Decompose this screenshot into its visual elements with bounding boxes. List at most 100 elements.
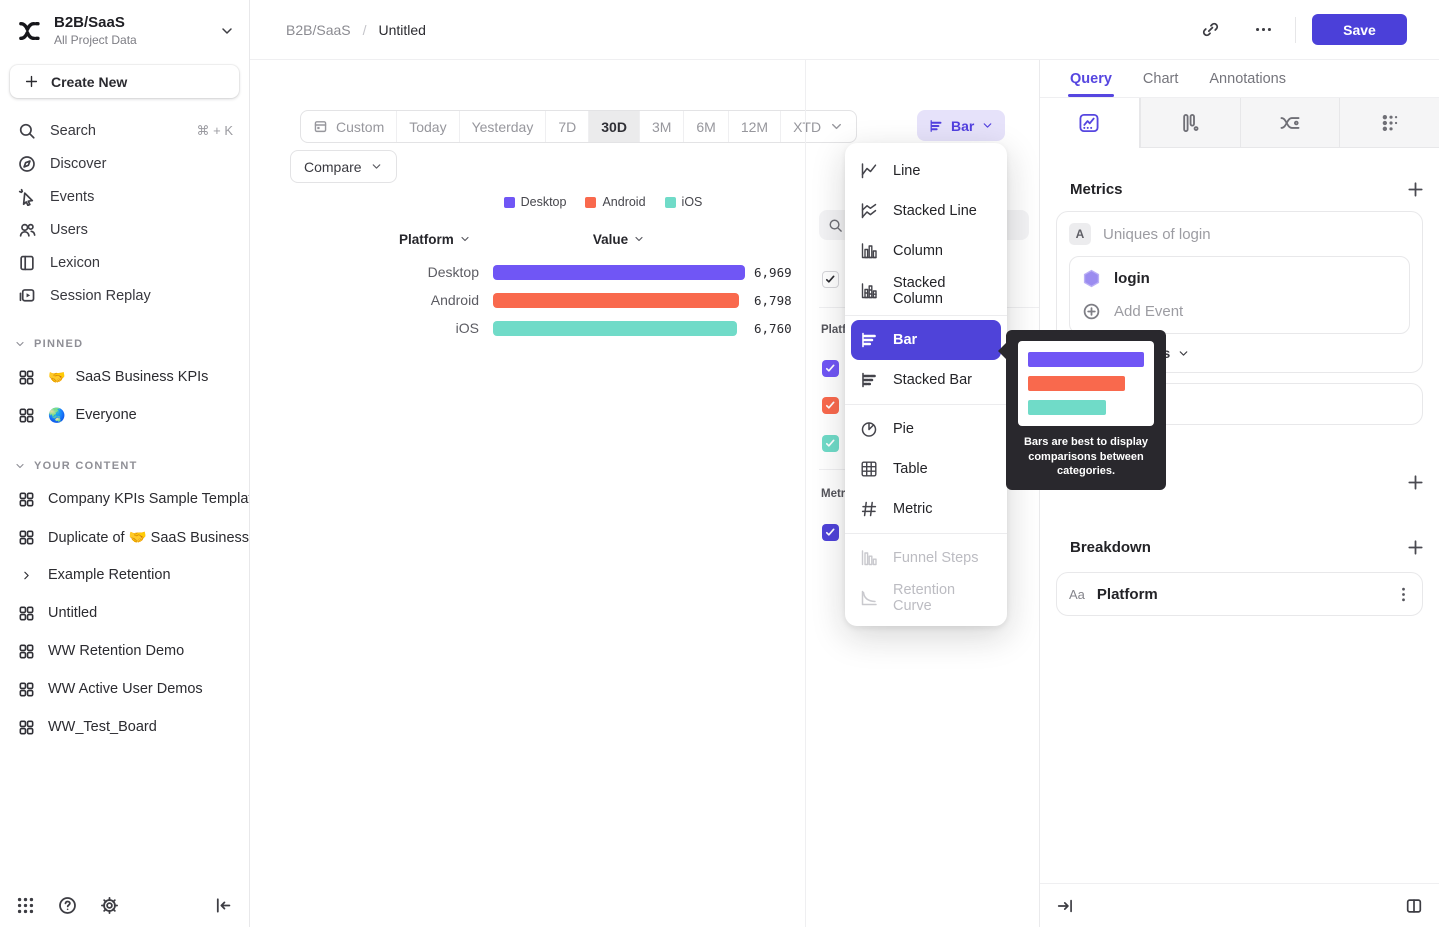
board-item-ww-retention-demo[interactable]: WW Retention Demo (0, 632, 249, 670)
pinned-section-header[interactable]: PINNED (0, 338, 249, 350)
tab-annotations[interactable]: Annotations (1209, 70, 1286, 87)
layout-columns-icon[interactable] (1405, 897, 1423, 915)
menu-item-bar[interactable]: Bar (851, 320, 1001, 360)
series-checkbox-android[interactable] (822, 397, 839, 414)
users-icon (18, 221, 36, 239)
board-item-ww-test-board[interactable]: WW_Test_Board (0, 708, 249, 746)
menu-item-line[interactable]: Line (845, 151, 1007, 191)
range-label: Custom (336, 118, 385, 135)
menu-item-pie[interactable]: Pie (845, 409, 1007, 449)
m-stacked-bar-icon (859, 370, 879, 390)
chevron-down-icon (219, 23, 235, 39)
sidebar-item-users[interactable]: Users (0, 213, 249, 246)
metric-checkbox[interactable] (822, 524, 839, 541)
add-filter-icon[interactable] (1406, 473, 1425, 492)
value-column-header[interactable]: Value (493, 232, 745, 247)
m-line-icon (859, 161, 879, 181)
series-checkbox-ios[interactable] (822, 435, 839, 452)
board-item-duplicate-of-saas-business[interactable]: Duplicate of 🤝 SaaS Business (0, 518, 249, 556)
range-30d[interactable]: 30D (588, 111, 639, 142)
tab-chart[interactable]: Chart (1142, 70, 1179, 87)
range-7d[interactable]: 7D (545, 111, 588, 142)
sidebar-item-events[interactable]: Events (0, 180, 249, 213)
breakdown-card[interactable]: Aa Platform (1056, 572, 1423, 616)
event-row-login[interactable]: login (1070, 262, 1409, 295)
bar[interactable] (493, 264, 745, 280)
breakdown-header-label: Breakdown (1070, 539, 1151, 556)
copy-link-icon[interactable] (1201, 20, 1220, 39)
sort-chevron-icon (633, 233, 645, 245)
board-icon (18, 407, 35, 424)
range-3m[interactable]: 3M (638, 111, 683, 142)
range-label: 3M (651, 118, 672, 135)
kebab-menu-icon[interactable] (1395, 586, 1412, 603)
board-item-ww-active-user-demos[interactable]: WW Active User Demos (0, 670, 249, 708)
category-label: iOS (455, 320, 479, 336)
breadcrumb-project[interactable]: B2B/SaaS (286, 21, 351, 38)
m-stacked-line-icon (859, 201, 879, 221)
range-12m[interactable]: 12M (727, 111, 780, 142)
tab-retention[interactable] (1339, 98, 1439, 148)
menu-item-column[interactable]: Column (845, 231, 1007, 271)
sidebar-item-discover[interactable]: Discover (0, 147, 249, 180)
add-metric-icon[interactable] (1406, 180, 1425, 199)
menu-item-stacked-bar[interactable]: Stacked Bar (845, 360, 1007, 400)
legend-item-desktop[interactable]: Desktop (503, 195, 566, 209)
collapse-sidebar-icon[interactable] (214, 896, 233, 915)
add-event-row[interactable]: Add Event (1070, 295, 1409, 328)
more-options-icon[interactable] (1254, 20, 1273, 39)
select-all-checkbox[interactable] (822, 271, 839, 288)
series-checkbox-desktop[interactable] (822, 360, 839, 377)
topbar-divider (1295, 16, 1296, 43)
range-6m[interactable]: 6M (683, 111, 727, 142)
project-switcher[interactable]: B2B/SaaS All Project Data (0, 0, 249, 57)
board-item-label: Everyone (75, 407, 137, 423)
chart-type-button[interactable]: Bar (917, 110, 1006, 141)
tab-query[interactable]: Query (1068, 60, 1114, 97)
metric-letter-badge: A (1069, 223, 1091, 245)
sidebar-item-lexicon[interactable]: Lexicon (0, 246, 249, 279)
bar[interactable] (493, 320, 737, 336)
range-today[interactable]: Today (396, 111, 458, 142)
tab-insights[interactable] (1040, 98, 1140, 148)
sidebar-item-session-replay[interactable]: Session Replay (0, 279, 249, 312)
tab-funnels[interactable] (1139, 98, 1240, 148)
apps-grid-icon[interactable] (16, 896, 35, 915)
gear-icon[interactable] (100, 896, 119, 915)
range-xtd[interactable]: XTD (780, 111, 856, 142)
board-item-company-kpis-sample-templat[interactable]: Company KPIs Sample Templat (0, 480, 249, 518)
menu-item-label: Table (893, 461, 928, 477)
category-label: Android (430, 292, 479, 308)
menu-item-stacked-column[interactable]: Stacked Column (845, 271, 1007, 311)
board-item-untitled[interactable]: Untitled (0, 594, 249, 632)
legend-item-ios[interactable]: iOS (664, 195, 702, 209)
board-item-everyone[interactable]: 🌏 Everyone (0, 396, 249, 434)
platform-column-header[interactable]: Platform (393, 232, 493, 247)
save-button[interactable]: Save (1312, 14, 1407, 45)
range-custom[interactable]: Custom (301, 111, 396, 142)
range-yesterday[interactable]: Yesterday (458, 111, 546, 142)
compare-button[interactable]: Compare (290, 150, 397, 183)
sidebar-item-label: Session Replay (50, 287, 151, 304)
board-item-saas-business-kpis[interactable]: 🤝 SaaS Business KPIs (0, 358, 249, 396)
category-label: Desktop (427, 264, 479, 280)
create-new-button[interactable]: Create New (10, 65, 239, 98)
discover-icon (18, 155, 36, 173)
check-icon (825, 438, 836, 449)
metric-title-row[interactable]: A Uniques of login (1057, 212, 1422, 247)
range-label: Today (409, 118, 447, 135)
tab-flows[interactable] (1239, 98, 1340, 148)
help-icon[interactable] (58, 896, 77, 915)
breadcrumb-page-title[interactable]: Untitled (378, 21, 426, 38)
menu-item-metric[interactable]: Metric (845, 489, 1007, 529)
legend-item-android[interactable]: Android (585, 195, 646, 209)
run-query-icon[interactable] (1056, 897, 1074, 915)
date-range-bar: Custom Today Yesterday 7D 30D 3M 6M 12M XTD (300, 110, 858, 143)
your-content-section-header[interactable]: YOUR CONTENT (0, 460, 249, 472)
menu-item-stacked-line[interactable]: Stacked Line (845, 191, 1007, 231)
add-breakdown-icon[interactable] (1406, 538, 1425, 557)
menu-item-table[interactable]: Table (845, 449, 1007, 489)
bar[interactable] (493, 292, 739, 308)
sidebar-item-search[interactable]: Search ⌘ + K (0, 114, 249, 147)
board-item-example-retention[interactable]: Example Retention (0, 556, 249, 594)
